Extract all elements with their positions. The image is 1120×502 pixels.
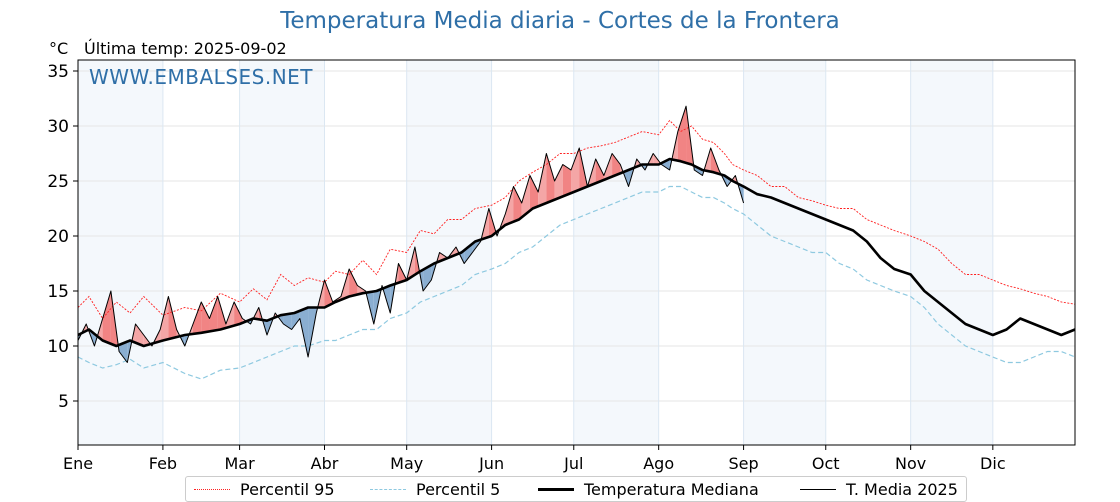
y-tick-label: 35 [47, 62, 69, 82]
x-tick-label: Oct [812, 454, 840, 473]
x-tick-label: Dic [980, 454, 1006, 473]
x-tick-label: Jun [478, 454, 504, 473]
legend: Percentil 95 Percentil 5 Temperatura Med… [185, 476, 967, 502]
watermark: WWW.EMBALSES.NET [89, 65, 313, 89]
legend-item-p95: Percentil 95 [194, 480, 335, 499]
legend-label-median: Temperatura Mediana [584, 480, 759, 499]
x-tick-label: Ene [63, 454, 93, 473]
x-tick-label: Sep [729, 454, 759, 473]
legend-item-p5: Percentil 5 [370, 480, 500, 499]
legend-swatch-p5 [370, 489, 406, 490]
above-p95-fill [193, 302, 201, 334]
month-band [407, 60, 492, 445]
x-tick-label: Feb [149, 454, 177, 473]
x-tick-label: Ago [643, 454, 674, 473]
y-tick-label: 10 [47, 337, 69, 357]
x-tick-label: May [390, 454, 423, 473]
month-band [574, 60, 659, 445]
above-p95-fill [201, 302, 209, 333]
x-tick-label: Jul [563, 454, 583, 473]
y-tick-label: 20 [47, 227, 69, 247]
y-tick-label: 15 [47, 282, 69, 302]
legend-item-current: T. Media 2025 [800, 480, 958, 499]
month-band [78, 60, 163, 445]
x-tick-label: Abr [311, 454, 339, 473]
legend-item-median: Temperatura Mediana [538, 480, 759, 499]
y-tick-label: 25 [47, 172, 69, 192]
legend-swatch-p95 [194, 489, 230, 490]
month-band [240, 60, 325, 445]
legend-label-p95: Percentil 95 [240, 480, 335, 499]
above-median-fill [555, 165, 563, 200]
legend-swatch-current [800, 489, 836, 490]
y-tick-label: 5 [58, 392, 69, 412]
legend-label-p5: Percentil 5 [416, 480, 500, 499]
above-p95-fill [514, 187, 522, 222]
month-band [911, 60, 993, 445]
x-tick-label: Nov [895, 454, 926, 473]
x-tick-label: Mar [225, 454, 256, 473]
y-tick-label: 30 [47, 117, 69, 137]
legend-swatch-median [538, 488, 574, 491]
legend-label-current: T. Media 2025 [846, 480, 958, 499]
above-p95-fill [678, 106, 686, 163]
